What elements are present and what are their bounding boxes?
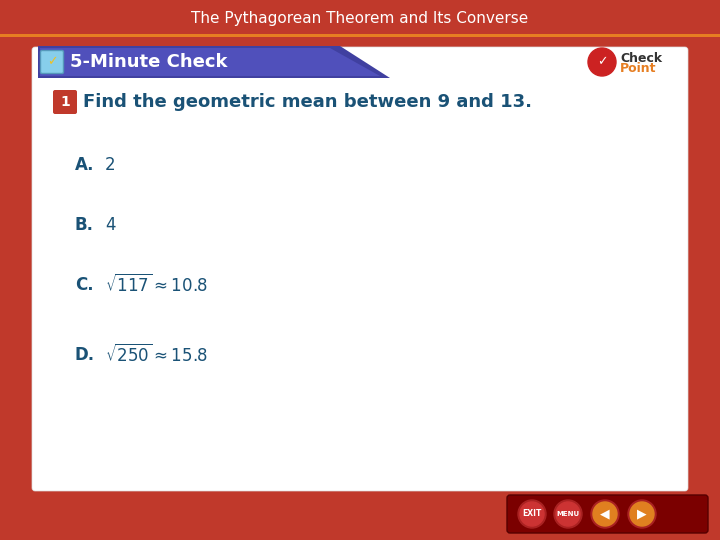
Text: B.: B. [75,216,94,234]
Text: C.: C. [75,276,94,294]
FancyBboxPatch shape [0,127,28,183]
Bar [0,34,720,37]
Text: ✓: ✓ [47,56,58,69]
Text: ▶: ▶ [637,508,647,521]
Polygon shape [38,46,390,78]
Text: The Pythagorean Theorem and Its Converse: The Pythagorean Theorem and Its Converse [192,10,528,25]
Bar [0,0,720,35]
FancyBboxPatch shape [692,127,720,183]
Text: 1: 1 [60,95,70,109]
Polygon shape [40,48,380,76]
Text: ✓: ✓ [597,56,607,69]
Text: Point: Point [620,62,657,75]
Circle shape [556,502,580,526]
Circle shape [518,500,546,528]
Circle shape [520,502,544,526]
Circle shape [554,500,582,528]
FancyBboxPatch shape [692,337,720,393]
Circle shape [591,500,619,528]
FancyBboxPatch shape [0,337,28,393]
FancyBboxPatch shape [40,51,63,73]
Text: MENU: MENU [557,511,580,517]
Text: $\sqrt{250} \approx 15.8$: $\sqrt{250} \approx 15.8$ [105,344,208,366]
Circle shape [630,502,654,526]
Text: Find the geometric mean between 9 and 13.: Find the geometric mean between 9 and 13… [83,93,532,111]
Circle shape [628,500,656,528]
Text: D.: D. [75,346,95,364]
Text: ◀: ◀ [600,508,610,521]
Text: Check: Check [620,52,662,65]
Circle shape [593,502,617,526]
Text: 4: 4 [105,216,115,234]
FancyBboxPatch shape [32,47,688,491]
Circle shape [588,48,616,76]
Text: $\sqrt{117} \approx 10.8$: $\sqrt{117} \approx 10.8$ [105,274,208,296]
FancyBboxPatch shape [53,90,77,114]
Text: 2: 2 [105,156,116,174]
FancyBboxPatch shape [507,495,708,533]
Text: 5-Minute Check: 5-Minute Check [70,53,228,71]
Text: A.: A. [75,156,94,174]
Text: EXIT: EXIT [522,510,541,518]
